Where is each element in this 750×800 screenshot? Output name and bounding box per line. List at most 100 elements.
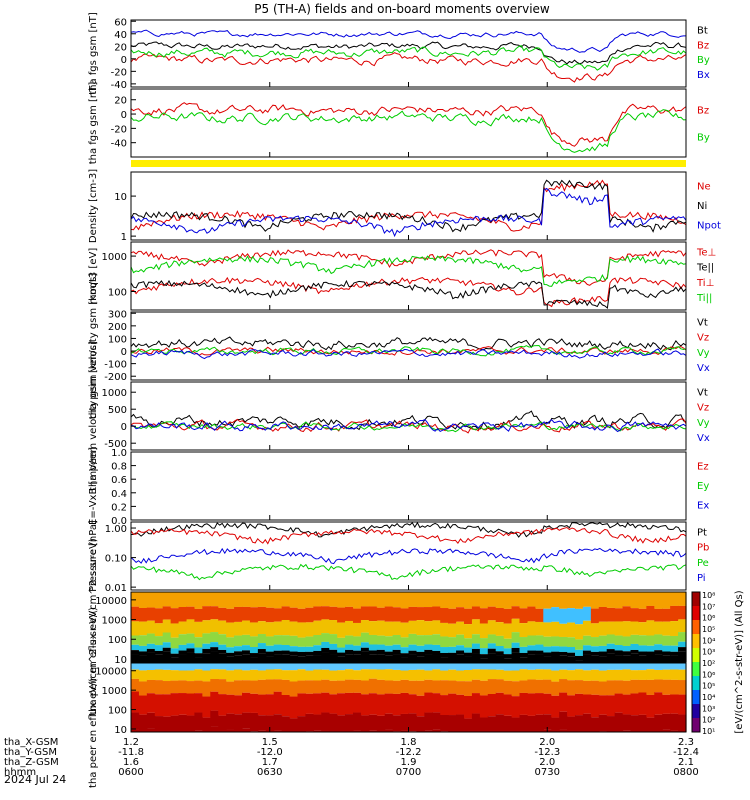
- spectrogram-cell: [305, 592, 314, 608]
- series-line-2: [130, 109, 687, 153]
- spectrogram-cell: [146, 712, 156, 729]
- y-tick-label: 0.0: [111, 516, 127, 527]
- spectrogram-cell: [487, 653, 497, 662]
- spectrogram-cell: [678, 605, 687, 620]
- spectrogram-cell: [321, 633, 330, 642]
- legend-entry: Ni: [697, 201, 707, 212]
- spectrogram-cell: [511, 606, 521, 619]
- legend-entry: Vz: [697, 403, 709, 414]
- spectrogram-cell: [170, 648, 180, 654]
- spectrogram-cell: [131, 669, 140, 679]
- spectrogram-cell: [559, 663, 568, 670]
- series-line-1: [130, 179, 687, 232]
- spectrogram-cell: [670, 621, 679, 636]
- spectrogram-cell: [503, 670, 513, 681]
- spectrogram-cell: [249, 680, 259, 694]
- y-tick-label: 100: [108, 635, 127, 646]
- spectrogram-cell: [154, 663, 164, 670]
- spectrogram-cell: [678, 714, 687, 732]
- spectrogram-cell: [289, 681, 299, 697]
- spectrogram-cell: [543, 663, 552, 670]
- spectrogram-cell: [598, 592, 608, 607]
- colorbar-segment: [692, 662, 700, 677]
- spectrogram-cell: [297, 656, 307, 662]
- series-line-3: [130, 421, 687, 433]
- spectrogram-cell: [400, 637, 410, 648]
- spectrogram-cell: [273, 714, 283, 731]
- spectrogram-cell: [138, 592, 148, 608]
- spectrogram-cell: [567, 592, 576, 609]
- spectrogram-cell: [131, 650, 140, 655]
- legend-entry: Bt: [697, 25, 708, 36]
- spectrogram-cell: [305, 622, 314, 637]
- spectrogram-cell: [162, 681, 172, 695]
- spectrogram-cell: [678, 647, 687, 652]
- spectrogram-cell: [590, 608, 600, 624]
- spectrogram-cell: [360, 647, 370, 652]
- spectrogram-cell: [392, 715, 402, 732]
- legend-entry: Pb: [697, 543, 709, 554]
- spectrogram-cell: [345, 592, 354, 607]
- spectrogram-cell: [630, 649, 640, 654]
- spectrogram-cell: [519, 623, 529, 638]
- series-line-1: [130, 102, 687, 147]
- spectrogram-cell: [582, 713, 592, 732]
- spectrogram-cell: [551, 695, 560, 718]
- spectrogram-cell: [257, 679, 267, 695]
- spectrogram-cell: [630, 643, 640, 650]
- spectrogram-cell: [471, 619, 481, 635]
- legend-entry: Pi: [697, 573, 706, 584]
- spectrogram-cell: [606, 669, 616, 681]
- spectrogram-cell: [400, 608, 410, 623]
- spectrogram-cell: [638, 663, 647, 671]
- spectrogram-cell: [305, 693, 314, 714]
- spectrogram-cell: [646, 717, 655, 732]
- spectrogram-cell: [654, 621, 663, 635]
- spectrogram-cell: [503, 648, 513, 655]
- legend-entry: By: [697, 55, 710, 66]
- spectrogram-cell: [487, 716, 497, 732]
- series-line-1: [130, 521, 687, 538]
- spectrogram-cell: [202, 653, 211, 662]
- spectrogram-cell: [186, 715, 196, 732]
- spectrogram-cell: [400, 692, 410, 714]
- y-tick-label: 300: [108, 309, 127, 320]
- spectrogram-cell: [368, 592, 378, 607]
- colorbar-tick-label: 10⁶: [702, 670, 715, 679]
- spectrogram-cell: [567, 656, 576, 662]
- y-tick-label: -20: [111, 124, 127, 135]
- spectrogram-cell: [448, 663, 457, 670]
- spectrogram-cell: [456, 592, 465, 608]
- spectrogram-cell: [440, 636, 449, 648]
- spectrogram-cell: [606, 634, 616, 644]
- y-tick-label: -500: [104, 439, 127, 450]
- spectrogram-cell: [210, 619, 219, 633]
- spectrogram-cell: [424, 712, 433, 731]
- spectrogram-cell: [654, 608, 663, 622]
- date-label: 2024 Jul 24: [4, 773, 66, 786]
- y-tick-label: -20: [111, 67, 127, 78]
- spectrogram-cell: [202, 696, 211, 718]
- spectrogram-cell: [226, 592, 235, 609]
- spectrogram-cell: [194, 693, 203, 713]
- spectrogram-cell: [535, 663, 544, 670]
- orbit-row-label: tha_Z-GSM: [4, 757, 59, 768]
- spectrogram-cell: [273, 679, 283, 692]
- spectrogram-cell: [456, 621, 465, 635]
- spectrogram-cell: [479, 648, 489, 655]
- y-tick-label: 10000: [95, 667, 127, 678]
- spectrogram-cell: [154, 716, 164, 732]
- spectrogram-cell: [614, 621, 624, 636]
- spectrogram-cell: [638, 592, 647, 609]
- spectrogram-cell: [543, 693, 552, 715]
- spectrogram-cell: [273, 650, 283, 655]
- spectrogram-cell: [590, 655, 600, 662]
- spectrogram-cell: [440, 657, 449, 662]
- spectrogram-cell: [305, 680, 314, 694]
- spectrogram-cell: [646, 592, 655, 606]
- colorbar-tick-label: 10²: [702, 716, 715, 725]
- spectrogram-cell: [559, 651, 568, 656]
- spectrogram-cell: [622, 669, 632, 681]
- spectrogram-cell: [242, 680, 251, 693]
- spectrogram-cell: [519, 680, 529, 693]
